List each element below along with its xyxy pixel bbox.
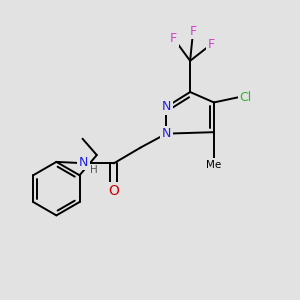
Text: H: H xyxy=(90,165,98,175)
Text: N: N xyxy=(79,156,88,169)
Text: Cl: Cl xyxy=(239,91,251,103)
Text: F: F xyxy=(170,32,177,45)
Text: N: N xyxy=(162,100,171,113)
Text: N: N xyxy=(162,127,171,140)
Text: O: O xyxy=(108,184,119,198)
Text: F: F xyxy=(207,38,214,51)
Text: Me: Me xyxy=(206,160,221,170)
Text: F: F xyxy=(190,25,197,38)
